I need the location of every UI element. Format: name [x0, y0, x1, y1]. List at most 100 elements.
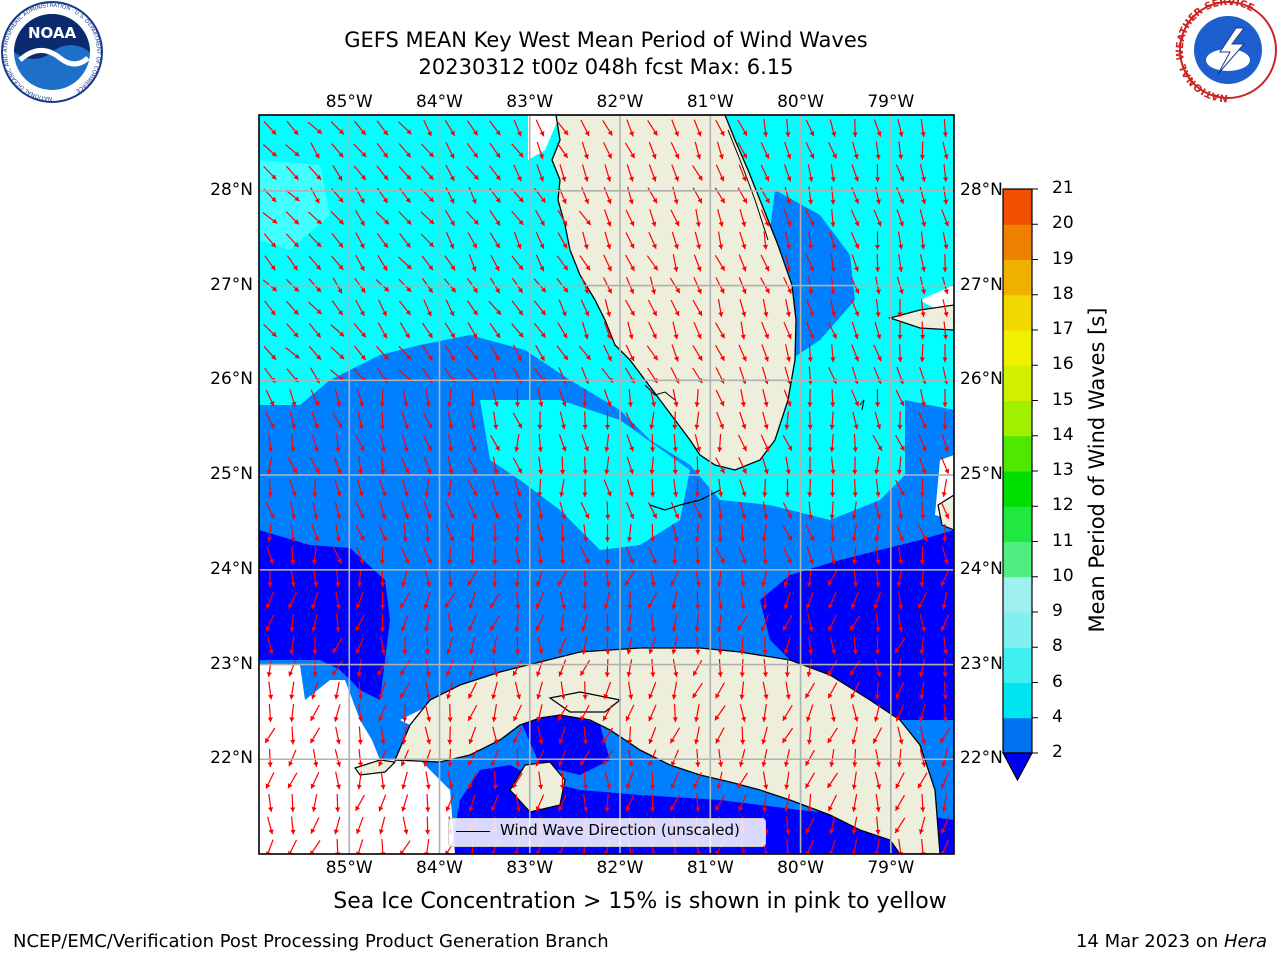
wave-direction-arrow: [919, 478, 925, 498]
wave-direction-arrow: [672, 411, 678, 430]
wave-direction-arrow: [875, 614, 881, 632]
wave-direction-arrow: [648, 636, 656, 655]
wave-direction-arrow: [332, 637, 343, 654]
wave-direction-arrow: [468, 502, 477, 519]
wave-direction-arrow: [307, 211, 323, 225]
wave-direction-arrow: [781, 727, 794, 744]
wave-direction-arrow: [852, 141, 859, 160]
wave-direction-arrow: [784, 771, 790, 790]
wave-direction-arrow: [898, 591, 904, 610]
wave-direction-arrow: [311, 681, 319, 700]
wave-direction-arrow: [401, 501, 409, 520]
wave-direction-arrow: [762, 591, 768, 610]
wave-direction-arrow: [783, 209, 792, 227]
wave-direction-arrow: [582, 388, 588, 408]
wave-direction-arrow: [536, 704, 543, 722]
wave-direction-arrow: [397, 256, 413, 270]
wave-direction-arrow: [785, 344, 791, 362]
wave-direction-arrow: [330, 121, 345, 135]
wave-direction-arrow: [625, 209, 635, 227]
wave-direction-arrow: [919, 186, 927, 205]
wave-direction-arrow: [310, 457, 320, 474]
wave-direction-arrow: [424, 704, 432, 722]
wave-direction-arrow: [875, 253, 881, 273]
lon-label-bottom: 82°W: [596, 858, 644, 878]
wave-direction-arrow: [378, 299, 387, 317]
wave-direction-arrow: [692, 165, 703, 181]
wave-direction-arrow: [941, 209, 949, 227]
wave-direction-arrow: [537, 501, 544, 520]
wave-direction-arrow: [511, 210, 524, 226]
wave-direction-arrow: [626, 636, 633, 655]
wave-direction-arrow: [739, 209, 747, 227]
wave-direction-arrow: [627, 186, 634, 205]
wave-direction-arrow: [647, 502, 658, 519]
wave-direction-arrow: [714, 705, 726, 721]
wave-direction-arrow: [402, 434, 409, 452]
wave-direction-arrow: [695, 546, 701, 565]
wave-direction-arrow: [942, 703, 948, 723]
wave-direction-arrow: [783, 636, 791, 655]
wave-direction-arrow: [307, 301, 323, 315]
wave-direction-arrow: [353, 143, 367, 158]
wave-direction-arrow: [265, 412, 275, 429]
wave-direction-arrow: [940, 614, 950, 632]
wave-direction-arrow: [626, 659, 633, 677]
wave-direction-arrow: [285, 211, 300, 225]
wave-direction-arrow: [308, 165, 322, 181]
wave-direction-arrow: [333, 816, 341, 835]
wave-direction-arrow: [672, 321, 679, 340]
wave-direction-arrow: [739, 479, 747, 497]
wave-direction-arrow: [287, 457, 298, 474]
wave-direction-arrow: [625, 501, 635, 520]
wave-direction-arrow: [828, 142, 837, 159]
lon-label-top: 84°W: [416, 92, 463, 112]
wave-direction-arrow: [604, 771, 612, 790]
wave-direction-arrow: [694, 231, 702, 250]
wave-direction-arrow: [515, 636, 521, 655]
date-text: 14 Mar 2023 on Hera: [1076, 931, 1267, 952]
wave-direction-arrow: [650, 478, 656, 498]
wave-direction-arrow: [422, 322, 433, 339]
wave-direction-arrow: [311, 546, 318, 565]
wave-direction-arrow: [263, 233, 277, 248]
wave-direction-arrow: [738, 457, 747, 474]
wave-direction-arrow: [875, 479, 881, 497]
colorbar-extend-arrow: [1001, 752, 1034, 782]
wave-direction-arrow: [627, 748, 634, 768]
wave-direction-arrow: [895, 434, 905, 452]
wave-direction-arrow: [830, 164, 836, 182]
wave-direction-arrow: [874, 411, 882, 430]
wave-direction-arrow: [536, 524, 544, 542]
lon-label-bottom: 85°W: [325, 858, 373, 878]
wave-direction-arrow: [942, 344, 948, 362]
wave-direction-arrow: [378, 524, 387, 542]
wave-direction-arrow: [582, 681, 588, 700]
wave-direction-arrow: [671, 344, 679, 362]
wave-direction-arrow: [491, 479, 499, 497]
wave-direction-arrow: [650, 771, 656, 790]
wave-direction-arrow: [941, 434, 949, 452]
wave-direction-arrow: [805, 749, 815, 767]
graticule: [259, 115, 954, 854]
period-6-8-patch: [259, 160, 330, 250]
wave-direction-arrow: [263, 120, 277, 136]
wave-direction-arrow: [874, 771, 882, 790]
wave-direction-arrow: [536, 681, 543, 700]
wave-direction-arrow: [672, 254, 679, 272]
wave-direction-arrow: [737, 434, 748, 452]
wave-direction-arrow: [401, 794, 409, 812]
wave-direction-arrow: [353, 323, 367, 338]
wave-direction-arrow: [422, 345, 433, 361]
wave-direction-arrow: [849, 615, 861, 631]
wave-direction-arrow: [512, 344, 523, 362]
wave-direction-arrow: [470, 388, 476, 408]
wave-direction-arrow: [469, 523, 475, 543]
wave-direction-arrow: [694, 478, 700, 498]
wave-direction-arrow: [942, 681, 948, 700]
wave-direction-arrow: [581, 434, 589, 452]
wave-direction-arrow: [806, 299, 814, 317]
wave-direction-arrow: [492, 523, 498, 543]
wave-direction-arrow: [917, 772, 928, 789]
wave-direction-arrow: [378, 794, 387, 812]
